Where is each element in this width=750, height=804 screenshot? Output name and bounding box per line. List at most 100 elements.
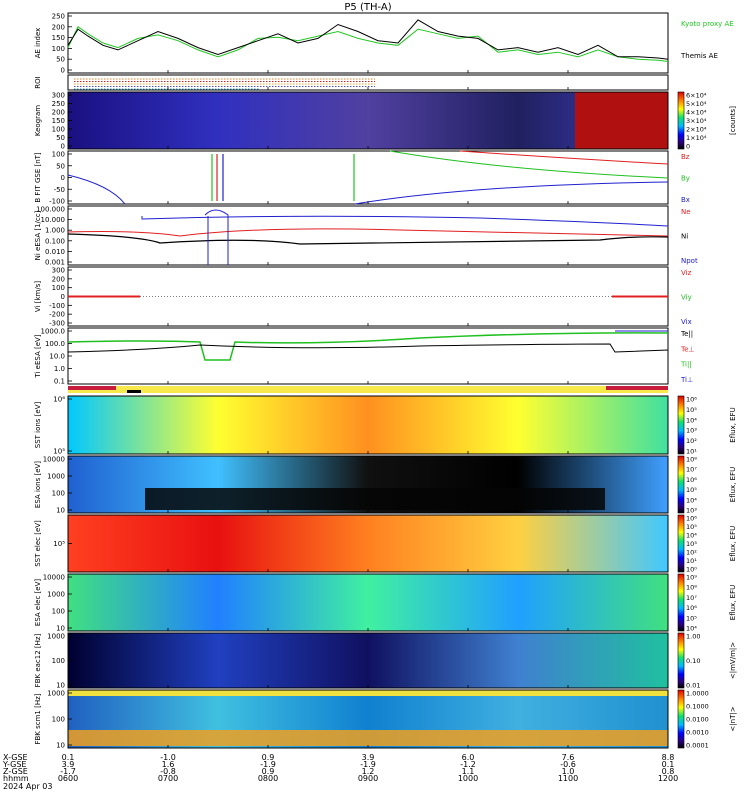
velocity-ytick: -100 [49,302,65,310]
keogram-cbar-tick: 2×10⁴ [686,126,707,134]
esa_elec-spectrogram [68,574,668,631]
xcol2-x: 0.9 [262,753,275,762]
xcol5-t: 1100 [558,774,578,783]
ni-trace [67,233,669,245]
keogram-cbar-tick: 0 [686,143,690,151]
xcol1-x: -1.0 [160,753,176,762]
ae-ytick: 200 [52,23,65,31]
sst_elec-ytick: 10⁵ [53,540,65,548]
velocity-ytick: -300 [49,320,65,328]
te-par-trace [67,343,669,353]
esa_elec-ytick: 100 [52,608,65,616]
esa_ion-cbar-tick: 10³ [686,507,697,515]
bz-trace [459,150,669,165]
x-axis-labels: X-GSE Y-GSE Z-GSE hhmm 2024 Apr 03 0.1 3… [2,753,678,791]
velocity-legend-Viy: Viy [681,294,692,302]
esa_ion-ytick: 10000 [43,456,65,464]
temperature-legend-Te⊥: Te⊥ [680,345,695,353]
esa_elec-ytick: 10000 [43,574,65,582]
by-trace [389,150,669,179]
fbk_b-cbar-label: <|nT|> [729,706,737,731]
sst_elec-ylabel: SST elec [eV] [34,520,42,567]
fbk_b-cbar-tick: 0.0010 [686,729,709,737]
ae-ytick: 50 [56,56,65,64]
xcol6-x: 8.8 [662,753,675,762]
esa-ion-dark-band [145,488,605,510]
keogram-cbar-tick: 4×10⁴ [686,109,707,117]
esa_elec-ytick: 10 [56,625,65,633]
keogram-ytick: 250 [52,100,65,108]
fbk_b-cbar-tick: 1.0000 [686,690,709,698]
fbk_b-colorbar [677,689,685,749]
esa_ion-ylabel: ESA ions [eV] [34,461,42,508]
keogram-cbar-label: [counts] [729,106,737,135]
fbk_e-cbar-tick: 0.10 [686,657,700,665]
keogram-ytick: 150 [52,117,65,125]
density-frame [67,205,669,266]
esa_ion-cbar-tick: 10⁴ [686,496,697,504]
xcol2-y: -1.9 [260,760,276,769]
xcol0-x: 0.1 [62,753,75,762]
bfield-legend-By: By [681,175,690,183]
esa_ion-cbar-tick: 10⁶ [686,476,697,484]
esa_ion-ytick: 10 [56,507,65,515]
esa_elec-cbar-tick: 10⁷ [686,594,697,602]
esa_ion-cbar-tick: 10⁷ [686,466,697,474]
sst_ion-cbar-tick: 10² [686,437,697,445]
fbk_e-cbar-tick: 1.00 [686,633,700,641]
density-legend-Ne: Ne [681,208,691,216]
keogram-ytick: 100 [52,126,65,134]
density-ylabel: Ni eESA [1/cc] [34,210,42,260]
bfield-ylabel: B FIT GSE [nT] [34,152,42,203]
density-ytick: 0.100 [45,237,65,245]
sst_ion-cbar-tick: 10⁴ [686,416,697,424]
fbk_b-cbar-tick: 0.0100 [686,716,709,724]
ae-frame [67,12,669,74]
xcol1-y: 1.6 [162,760,175,769]
esa_elec-cbar-tick: 10⁴ [686,625,697,633]
density-ytick: 0.001 [45,259,65,267]
temperature-legend-Ti⊥: Ti⊥ [680,376,693,384]
fbk_e-ytick: 1000 [47,633,65,641]
fbk_e-spectrogram [68,633,668,688]
sst_elec-cbar-tick: 10⁴ [686,532,697,540]
density-ytick: 1.000 [45,227,65,235]
keogram-ytick: 0 [61,143,65,151]
velocity-legend-Viz: Viz [681,269,692,277]
ne-trace [67,228,669,237]
xcol4-t: 1000 [458,774,478,783]
keogram-spectrogram [68,92,668,149]
xcol3-x: 3.9 [362,753,375,762]
density-ytick: 0.010 [45,248,65,256]
sst_ion-spectrogram [68,396,668,454]
sst_ion-cbar-tick: 10³ [686,427,697,435]
velocity-ytick: 0 [61,293,65,301]
roi-ylabel: ROI [34,76,42,88]
sst_ion-ytick: 10⁶ [53,396,65,404]
temperature-ytick: 1000.0 [41,328,66,336]
esa_elec-cbar-label: Eflux, EFU [729,585,737,620]
fbk_b-cbar-tick: 0.0001 [686,742,709,750]
density-ytick: 10.000 [41,216,66,224]
velocity-ylabel: Vi [km/s] [34,281,42,312]
esa_elec-cbar-tick: 10⁸ [686,584,697,592]
esa_ion-cbar-tick: 10⁸ [686,456,697,464]
keogram-cbar-tick: 6×10⁴ [686,92,707,100]
xcol3-z: 1.2 [362,767,375,776]
keogram-ytick: 50 [56,134,65,142]
esa_elec-ylabel: ESA elec [eV] [34,579,42,626]
xcol0-t: 0600 [58,774,78,783]
temperature-ylabel: Ti eESA [eV] [34,334,42,378]
esa_ion-cbar-tick: 10⁵ [686,486,697,494]
esa_ion-ytick: 100 [52,490,65,498]
keogram-cbar-tick: 1×10⁴ [686,134,707,142]
panels-layer: AE index250200150100500ROIKeogram3002502… [34,12,737,750]
esa_elec-cbar-tick: 10⁹ [686,574,697,582]
sst_ion-cbar-label: Eflux, EFU [729,407,737,442]
bx-trace-late [354,181,669,205]
mode-bar-fast-start [68,386,116,390]
sst_ion-colorbar [677,395,685,455]
keogram-ylabel: Keogram [34,105,42,136]
sst_ion-cbar-tick: 10⁵ [686,406,697,414]
